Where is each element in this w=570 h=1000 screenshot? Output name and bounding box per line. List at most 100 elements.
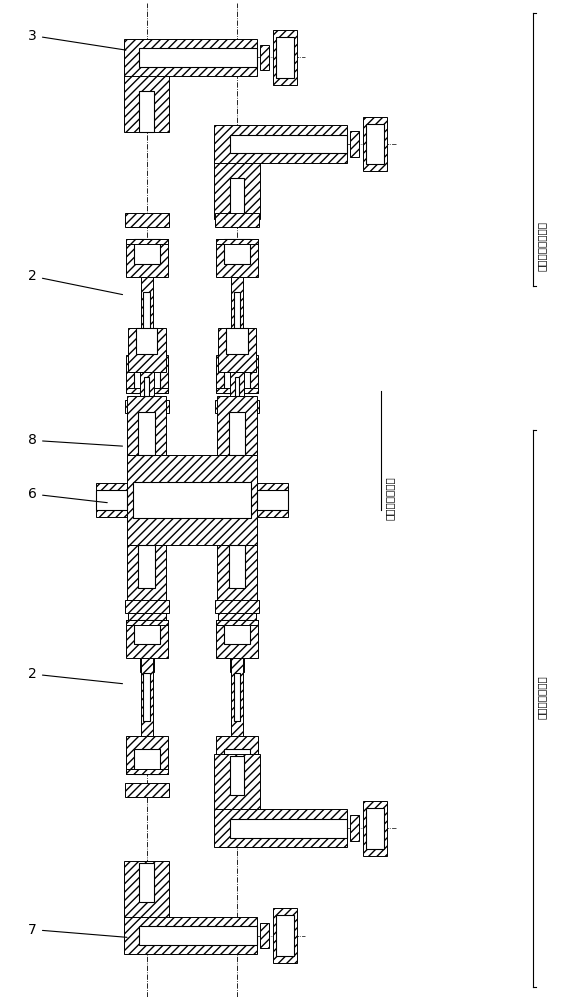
Bar — [231, 658, 243, 736]
Bar — [214, 125, 347, 163]
Bar — [230, 178, 245, 219]
Bar — [96, 483, 127, 517]
Bar — [140, 48, 256, 67]
Bar — [124, 57, 169, 132]
Bar — [125, 769, 168, 774]
Bar — [125, 355, 168, 393]
Bar — [125, 736, 168, 774]
Bar — [214, 144, 259, 219]
Bar — [224, 620, 250, 644]
Text: 分流电缆连接侧: 分流电缆连接侧 — [537, 675, 547, 719]
Bar — [215, 400, 259, 413]
Bar — [125, 239, 168, 244]
Text: 7: 7 — [28, 923, 127, 937]
Bar — [256, 490, 288, 510]
Bar — [234, 292, 241, 340]
Bar — [216, 355, 258, 393]
Bar — [125, 213, 169, 227]
Bar — [224, 369, 250, 393]
Bar — [273, 908, 297, 963]
Bar — [125, 620, 168, 658]
Bar — [224, 239, 250, 264]
Bar — [136, 622, 157, 648]
Bar — [139, 412, 155, 455]
Bar — [364, 801, 387, 856]
Bar — [367, 808, 384, 849]
Text: 电缆分支插隔板: 电缆分支插隔板 — [384, 476, 394, 520]
Bar — [128, 328, 166, 372]
Bar — [276, 915, 294, 956]
Bar — [124, 861, 169, 936]
Bar — [128, 604, 166, 648]
Bar — [127, 396, 166, 455]
Bar — [133, 482, 251, 518]
Bar — [226, 328, 247, 354]
Bar — [133, 749, 160, 774]
Bar — [260, 45, 268, 70]
Bar — [127, 545, 166, 604]
Bar — [216, 388, 258, 393]
Bar — [217, 545, 256, 604]
Bar — [140, 277, 153, 355]
Bar — [273, 30, 297, 85]
Bar — [144, 648, 149, 667]
Bar — [351, 131, 359, 157]
Bar — [215, 213, 259, 227]
Bar — [140, 91, 154, 132]
Bar — [215, 600, 259, 613]
Bar — [125, 620, 168, 625]
Bar — [216, 736, 258, 774]
Text: 3: 3 — [28, 29, 126, 50]
Bar — [133, 239, 160, 264]
Bar — [230, 372, 244, 396]
Text: 主回路电缆连接侧: 主回路电缆连接侧 — [537, 221, 547, 271]
Bar — [133, 369, 160, 393]
Bar — [224, 749, 250, 774]
Bar — [127, 455, 256, 545]
Bar — [260, 923, 268, 948]
Bar — [351, 815, 359, 841]
Bar — [143, 292, 150, 340]
Bar — [234, 377, 239, 396]
Bar — [144, 377, 149, 396]
Bar — [218, 328, 256, 372]
Bar — [216, 769, 258, 774]
Bar — [140, 863, 154, 902]
Bar — [231, 277, 243, 355]
Bar — [230, 648, 244, 672]
Text: 2: 2 — [28, 667, 123, 684]
Text: 8: 8 — [28, 433, 123, 447]
Bar — [133, 620, 160, 644]
Bar — [364, 117, 387, 171]
Bar — [215, 783, 259, 797]
Bar — [230, 756, 245, 795]
Bar — [136, 328, 157, 354]
Bar — [217, 396, 256, 455]
Bar — [234, 648, 239, 667]
Bar — [124, 917, 256, 954]
Bar — [276, 37, 294, 78]
Bar — [216, 620, 258, 625]
Bar — [214, 809, 347, 847]
Bar — [234, 673, 241, 721]
Text: 2: 2 — [28, 269, 123, 295]
Bar — [216, 239, 258, 277]
Bar — [125, 600, 169, 613]
Bar — [229, 545, 245, 588]
Bar — [140, 648, 154, 672]
Bar — [139, 545, 155, 588]
Bar — [125, 388, 168, 393]
Bar — [367, 124, 384, 164]
Bar — [96, 490, 127, 510]
Bar — [143, 673, 150, 721]
Bar — [218, 604, 256, 648]
Bar — [125, 400, 169, 413]
Bar — [216, 620, 258, 658]
Bar — [230, 819, 347, 838]
Bar — [230, 135, 347, 153]
Bar — [140, 658, 153, 736]
Bar — [124, 39, 256, 76]
Bar — [256, 483, 288, 517]
Bar — [214, 754, 259, 828]
Bar — [229, 412, 245, 455]
